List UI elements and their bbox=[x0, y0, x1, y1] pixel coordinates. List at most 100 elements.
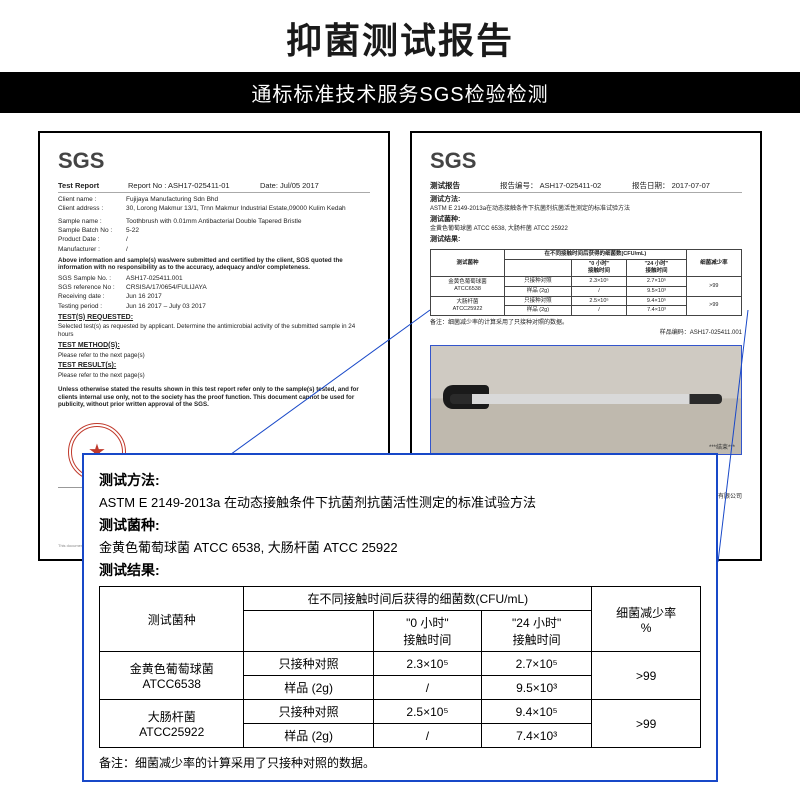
v: CRSISA/17/0654/FULIJAYA bbox=[126, 284, 370, 292]
td: 只接种对照 bbox=[244, 700, 373, 724]
zoom-m1-label: 测试方法: bbox=[99, 470, 701, 490]
report-no: Report No : ASH17-025411-01 bbox=[128, 181, 260, 190]
sample-tag: 样品编码：ASH17-025411.001 bbox=[430, 330, 742, 338]
v: Toothbrush with 0.01mm Antibacterial Dou… bbox=[126, 218, 370, 226]
td: / bbox=[373, 676, 481, 700]
td: 样品 (2g) bbox=[505, 306, 572, 316]
th bbox=[244, 611, 373, 652]
td: 9.5×10³ bbox=[481, 676, 591, 700]
td: 样品 (2g) bbox=[244, 676, 373, 700]
k: SGS reference No : bbox=[58, 284, 126, 292]
v: / bbox=[126, 246, 370, 254]
td: >99 bbox=[686, 276, 741, 296]
th: "24 小时" 接触时间 bbox=[481, 611, 591, 652]
td: 7.4×10³ bbox=[481, 724, 591, 748]
td: / bbox=[571, 306, 626, 316]
v: Jun 16 2017 – July 03 2017 bbox=[126, 303, 370, 311]
th: "0 小时"接触时间 bbox=[571, 260, 626, 277]
val: ASH17-025411-02 bbox=[540, 181, 602, 190]
zoom-m1: ASTM E 2149-2013a 在动态接触条件下抗菌剂抗菌活性测定的标准试验… bbox=[99, 492, 701, 511]
td: 9.4×10⁵ bbox=[627, 296, 686, 306]
lbl: 报告日期： bbox=[632, 181, 670, 190]
product-photo: ***结束*** bbox=[430, 345, 742, 455]
report-date: Date: Jul/05 2017 bbox=[260, 181, 370, 190]
sgs-logo: SGS bbox=[430, 147, 742, 175]
td: / bbox=[373, 724, 481, 748]
disclaimer: Above information and sample(s) was/were… bbox=[58, 257, 370, 273]
td: 7.4×10³ bbox=[627, 306, 686, 316]
k: Product Date : bbox=[58, 236, 126, 244]
th: 细菌减少率 % bbox=[592, 587, 701, 652]
m3-label: 测试结果: bbox=[430, 236, 742, 245]
td: 2.3×10⁵ bbox=[571, 276, 626, 286]
report-header: Test Report Report No : ASH17-025411-01 … bbox=[58, 181, 370, 193]
zoom-note: 备注：细菌减少率的计算采用了只接种对照的数据。 bbox=[99, 754, 701, 771]
td: 只接种对照 bbox=[505, 296, 572, 306]
th: "0 小时" 接触时间 bbox=[373, 611, 481, 652]
report-header: 测试报告 报告编号： ASH17-025411-02 报告日期： 2017-07… bbox=[430, 181, 742, 193]
k: Manufacturer : bbox=[58, 246, 126, 254]
tests-text: Selected test(s) as requested by applica… bbox=[58, 323, 370, 339]
lbl: Report No : bbox=[128, 181, 166, 190]
th: 测试菌种 bbox=[100, 587, 244, 652]
method-text: Please refer to the next page(s) bbox=[58, 352, 370, 360]
zoom-m2-label: 测试菌种: bbox=[99, 515, 701, 535]
th: "24 小时"接触时间 bbox=[627, 260, 686, 277]
td: 2.5×10⁵ bbox=[373, 700, 481, 724]
table-row: 金黄色葡萄球菌 ATCC6538 只接种对照 2.3×10⁵ 2.7×10⁵ >… bbox=[100, 652, 701, 676]
td: 9.5×10³ bbox=[627, 286, 686, 296]
result-label: TEST RESULT(s): bbox=[58, 362, 370, 371]
report-no: 报告编号： ASH17-025411-02 bbox=[500, 181, 632, 190]
td: 金黄色葡萄球菌ATCC6538 bbox=[431, 276, 505, 296]
th: 在不同接触时间后获得的细菌数(CFU/mL) bbox=[505, 250, 687, 260]
m1: ASTM E 2149-2013a在动态接触条件下抗菌剂抗菌活性测定的标准试验方… bbox=[430, 206, 742, 214]
page-title: 抑菌测试报告 bbox=[0, 0, 800, 72]
td: 样品 (2g) bbox=[244, 724, 373, 748]
mini-result-table: 测试菌种在不同接触时间后获得的细菌数(CFU/mL)细菌减少率 "0 小时"接触… bbox=[430, 249, 742, 316]
method-label: TEST METHOD(S): bbox=[58, 342, 370, 351]
subtitle-bar: 通标标准技术服务SGS检验检测 bbox=[0, 72, 800, 113]
td: 样品 (2g) bbox=[505, 286, 572, 296]
td: 2.7×10⁵ bbox=[481, 652, 591, 676]
m1-label: 测试方法: bbox=[430, 196, 742, 205]
sgs-logo: SGS bbox=[58, 147, 370, 175]
td: >99 bbox=[592, 652, 701, 700]
td: >99 bbox=[686, 296, 741, 316]
heading: Test Report bbox=[58, 181, 128, 190]
v: / bbox=[126, 236, 370, 244]
lbl: 报告编号： bbox=[500, 181, 538, 190]
td: >99 bbox=[592, 700, 701, 748]
k: Testing period : bbox=[58, 303, 126, 311]
v: ASH17-025411.001 bbox=[126, 275, 370, 283]
td: 2.3×10⁵ bbox=[373, 652, 481, 676]
disclaimer2: Unless otherwise stated the results show… bbox=[58, 386, 370, 409]
td: 大肠杆菌 ATCC25922 bbox=[100, 700, 244, 748]
v: Fujijaya Manufacturing Sdn Bhd bbox=[126, 196, 370, 204]
zoom-m3-label: 测试结果: bbox=[99, 560, 701, 580]
zoom-popup: 测试方法: ASTM E 2149-2013a 在动态接触条件下抗菌剂抗菌活性测… bbox=[82, 453, 718, 782]
v: Jun 16 2017 bbox=[126, 293, 370, 301]
th: 在不同接触时间后获得的细菌数(CFU/mL) bbox=[244, 587, 592, 611]
td: 9.4×10⁵ bbox=[481, 700, 591, 724]
report-date: 报告日期： 2017-07-07 bbox=[632, 181, 742, 190]
zoom-m2: 金黄色葡萄球菌 ATCC 6538, 大肠杆菌 ATCC 25922 bbox=[99, 537, 701, 556]
td: 2.7×10⁵ bbox=[627, 276, 686, 286]
val: Jul/05 2017 bbox=[280, 181, 319, 190]
photo-caption: ***结束*** bbox=[709, 445, 735, 453]
th bbox=[505, 260, 572, 277]
k: Client address : bbox=[58, 205, 126, 213]
result-text: Please refer to the next page(s) bbox=[58, 372, 370, 380]
v: 5-22 bbox=[126, 227, 370, 235]
th: 测试菌种 bbox=[431, 250, 505, 277]
zoom-result-table: 测试菌种 在不同接触时间后获得的细菌数(CFU/mL) 细菌减少率 % "0 小… bbox=[99, 586, 701, 748]
td: 2.5×10⁵ bbox=[571, 296, 626, 306]
k: Sample Batch No : bbox=[58, 227, 126, 235]
td: 只接种对照 bbox=[244, 652, 373, 676]
val: ASH17-025411-01 bbox=[168, 181, 230, 190]
m2-label: 测试菌种: bbox=[430, 216, 742, 225]
val: 2017-07-07 bbox=[672, 181, 710, 190]
table-row: 大肠杆菌 ATCC25922 只接种对照 2.5×10⁵ 9.4×10⁵ >99 bbox=[100, 700, 701, 724]
heading: 测试报告 bbox=[430, 181, 500, 190]
k: Sample name : bbox=[58, 218, 126, 226]
k: Receiving date : bbox=[58, 293, 126, 301]
